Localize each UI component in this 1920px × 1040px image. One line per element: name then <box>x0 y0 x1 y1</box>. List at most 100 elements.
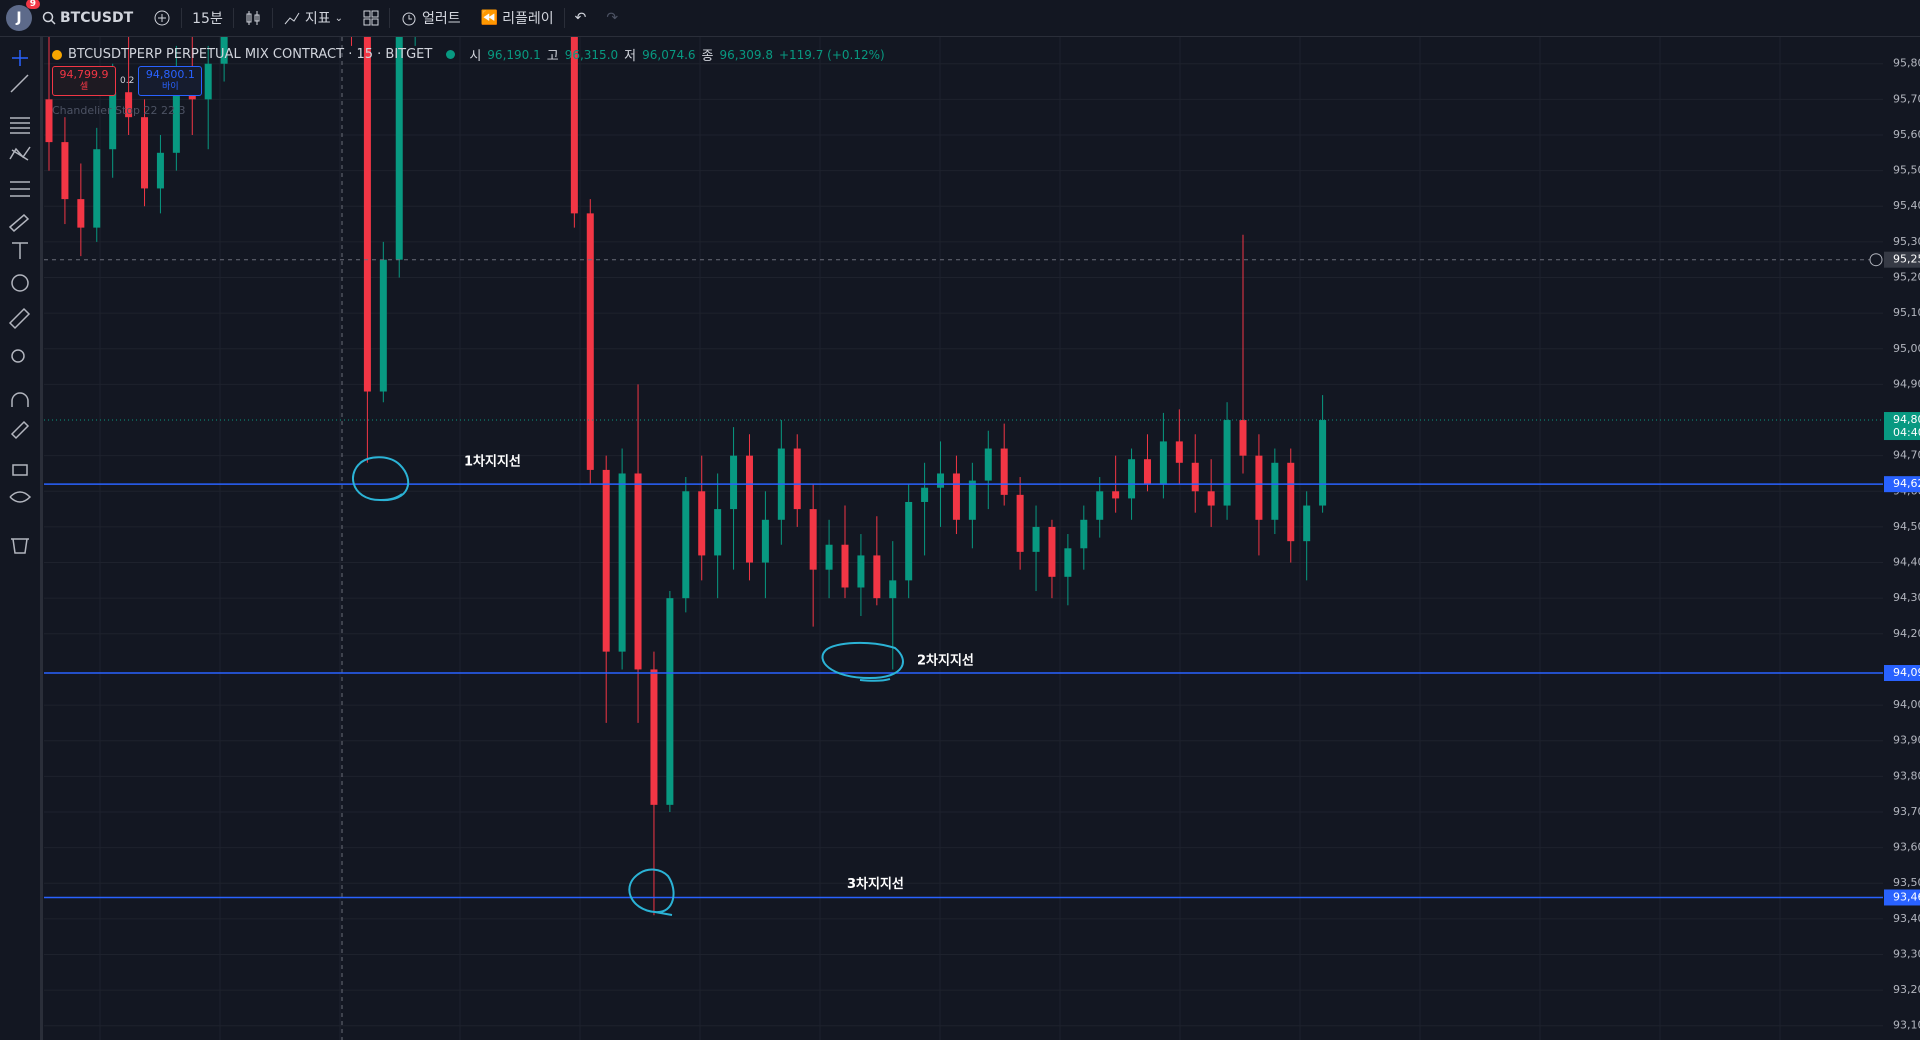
open-label: 시 <box>469 49 482 64</box>
candle-body <box>714 509 722 556</box>
y-tick-label: 94,30 <box>1893 591 1920 604</box>
sell-price: 94,799.9 <box>59 68 109 81</box>
magnet-tool[interactable] <box>11 392 29 407</box>
drawing-tools <box>8 50 32 554</box>
undo[interactable]: ↶ <box>574 10 587 26</box>
y-tick-label: 94,50 <box>1893 520 1920 533</box>
candle-body <box>1128 459 1136 499</box>
price-axis-labels: 95,80 95,70 95,60 95,50 95,40 95,30 95,20 95,10… <box>1869 57 1920 1032</box>
support-line-box <box>1884 889 1920 906</box>
last-price-box <box>1884 412 1920 441</box>
forecast-tool[interactable] <box>10 181 30 197</box>
avatar-letter: J <box>16 10 22 26</box>
candle-body <box>109 92 117 150</box>
candle-body <box>156 152 164 189</box>
candle-body <box>93 149 101 228</box>
cross-tool[interactable] <box>12 50 28 66</box>
candle-body <box>968 480 976 520</box>
y-tick-label: 94,00 <box>1893 698 1920 711</box>
brush-tool[interactable] <box>8 213 30 233</box>
candle-body <box>1032 526 1040 552</box>
y-tick-label: 95,20 <box>1893 271 1920 284</box>
lock-draw-tool[interactable] <box>10 420 30 440</box>
dropdown-arrow: ⌄ <box>334 12 343 24</box>
candle-body <box>1080 519 1088 549</box>
candle-body <box>1016 494 1024 552</box>
candle-body <box>1064 548 1072 577</box>
change-value: +119.7 (+0.12%) <box>778 47 885 62</box>
lock-tool[interactable] <box>12 464 28 476</box>
indicators-button[interactable]: 지표 ⌄ <box>283 8 343 28</box>
separator <box>563 8 565 28</box>
trash-tool[interactable] <box>11 538 29 554</box>
y-tick-label: 93,60 <box>1893 841 1920 854</box>
fib-tool[interactable] <box>10 117 30 134</box>
circle-3 <box>628 868 675 916</box>
support-line-label: 94,62 <box>1893 477 1920 490</box>
y-tick-label: 93,70 <box>1893 805 1920 818</box>
separator <box>232 8 234 28</box>
redo[interactable]: ↷ <box>606 10 619 26</box>
replay-button[interactable]: ⏪ 리플레이 <box>481 8 554 28</box>
buy-button[interactable]: 94,800.1 바이 <box>138 66 203 96</box>
candle-body <box>650 669 658 805</box>
candle-body <box>1255 455 1263 520</box>
eye-tool[interactable] <box>9 491 32 503</box>
candle-body <box>618 473 626 652</box>
buy-label: 바이 <box>162 82 179 92</box>
y-tick-label: 93,40 <box>1893 912 1920 925</box>
open-value: 96,190.1 <box>487 47 541 62</box>
emoji-tool[interactable] <box>11 274 29 292</box>
symbol-search[interactable]: BTCUSDT <box>42 10 133 26</box>
sell-label: 셀 <box>79 82 89 92</box>
ruler-tool[interactable] <box>8 307 31 330</box>
separator <box>271 8 273 28</box>
annotation-circles <box>352 456 904 916</box>
y-tick-label: 95,10 <box>1893 306 1920 319</box>
replay-icon: ⏪ <box>480 10 499 26</box>
legend: BTCUSDTPERP PERPETUAL MIX CONTRACT · 15 … <box>52 45 885 64</box>
interval[interactable]: 15분 <box>192 11 223 27</box>
candle-body <box>1096 491 1104 520</box>
candle-body <box>1143 459 1151 485</box>
circle-1 <box>352 456 410 502</box>
candle-body <box>1271 462 1279 520</box>
alert-button[interactable]: 얼러트 <box>400 8 461 28</box>
line-tool[interactable] <box>10 74 29 93</box>
chart-style[interactable] <box>244 9 262 27</box>
buy-price: 94,800.1 <box>145 68 195 81</box>
candle-body <box>1159 441 1167 485</box>
price-axis <box>1883 37 1920 1040</box>
trade-panel: 94,799.9 셀 0.2 94,800.1 바이 <box>52 66 203 96</box>
indicators-label: 지표 <box>304 11 331 27</box>
zoom-tool[interactable] <box>11 349 25 363</box>
candle-body <box>1175 441 1183 463</box>
text-tool[interactable] <box>12 242 28 259</box>
candle-body <box>937 473 945 488</box>
symbol: BTCUSDT <box>60 10 134 26</box>
sell-button[interactable]: 94,799.9 셀 <box>52 66 116 96</box>
crosshair-label-box <box>1884 251 1920 268</box>
y-tick-label: 95,60 <box>1893 128 1920 141</box>
grid-icon <box>363 10 379 26</box>
candle-body <box>172 70 180 153</box>
low-label: 저 <box>624 49 637 64</box>
candle-body <box>984 448 992 481</box>
last-price-time: 04:40 <box>1893 426 1920 439</box>
alarm-icon <box>402 12 416 26</box>
layouts-button[interactable] <box>363 10 379 26</box>
pattern-tool[interactable] <box>9 146 31 161</box>
add-symbol[interactable] <box>153 9 171 27</box>
y-tick-label: 94,90 <box>1893 377 1920 390</box>
separator <box>388 8 390 28</box>
candle-body <box>1319 420 1327 506</box>
candle-body <box>682 491 690 599</box>
y-tick-label: 93,80 <box>1893 769 1920 782</box>
candle-body <box>395 37 403 260</box>
high-label: 고 <box>546 49 559 64</box>
y-tick-label: 95,00 <box>1893 342 1920 355</box>
candle-body <box>921 487 929 502</box>
badge: 9 <box>25 0 40 9</box>
